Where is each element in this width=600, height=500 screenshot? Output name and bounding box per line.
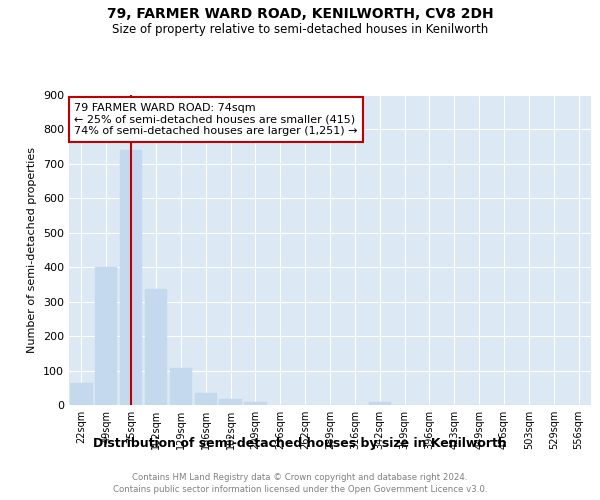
Bar: [194, 393, 217, 405]
Bar: [145, 289, 167, 405]
Bar: [95, 267, 118, 405]
Text: Size of property relative to semi-detached houses in Kenilworth: Size of property relative to semi-detach…: [112, 22, 488, 36]
Y-axis label: Number of semi-detached properties: Number of semi-detached properties: [28, 147, 37, 353]
Text: 79, FARMER WARD ROAD, KENILWORTH, CV8 2DH: 79, FARMER WARD ROAD, KENILWORTH, CV8 2D…: [107, 8, 493, 22]
Bar: [244, 402, 266, 405]
Bar: [368, 402, 391, 405]
Bar: [120, 150, 142, 405]
Text: 79 FARMER WARD ROAD: 74sqm
← 25% of semi-detached houses are smaller (415)
74% o: 79 FARMER WARD ROAD: 74sqm ← 25% of semi…: [74, 103, 358, 136]
Bar: [70, 382, 92, 405]
Text: Distribution of semi-detached houses by size in Kenilworth: Distribution of semi-detached houses by …: [93, 438, 507, 450]
Text: Contains HM Land Registry data © Crown copyright and database right 2024.: Contains HM Land Registry data © Crown c…: [132, 472, 468, 482]
Text: Contains public sector information licensed under the Open Government Licence v3: Contains public sector information licen…: [113, 485, 487, 494]
Bar: [220, 399, 242, 405]
Bar: [170, 368, 192, 405]
